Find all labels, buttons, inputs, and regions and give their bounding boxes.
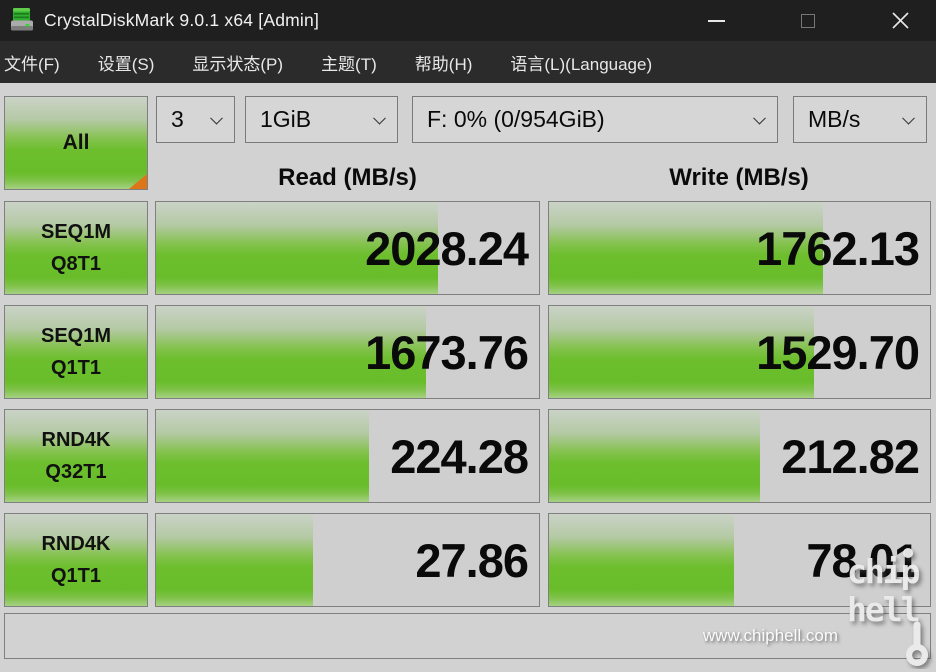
test-size-value: 1GiB [260, 106, 312, 132]
chevron-down-icon [210, 111, 223, 125]
write-result-cell: 212.82 [548, 409, 931, 503]
close-icon [891, 12, 909, 29]
chevron-down-icon [902, 111, 915, 125]
test-label-line2: Q32T1 [45, 461, 107, 483]
chevron-down-icon [753, 111, 766, 125]
chiphell-url-watermark: www.chiphell.com [702, 626, 838, 645]
read-value: 27.86 [415, 533, 529, 587]
write-result-cell: 1529.70 [548, 305, 931, 399]
test-label-line2: Q8T1 [50, 253, 102, 275]
window-title: CrystalDiskMark 9.0.1 x64 [Admin] [44, 10, 320, 30]
result-bar [549, 306, 814, 398]
target-drive-select[interactable]: F: 0% (0/954GiB) [412, 96, 778, 143]
test-label-line2: Q1T1 [50, 357, 102, 379]
test-button-rnd4k-q1t1[interactable]: RND4K Q1T1 [4, 513, 148, 607]
result-bar [549, 410, 761, 502]
test-count-value: 3 [171, 106, 184, 132]
target-drive-value: F: 0% (0/954GiB) [427, 106, 605, 132]
result-bar [549, 514, 734, 606]
unit-select[interactable]: MB/s [793, 96, 927, 143]
all-tests-button[interactable]: All [4, 96, 148, 190]
minimize-button[interactable] [685, 0, 747, 41]
menu-item-profile[interactable]: 显示状态(P) [192, 54, 284, 74]
test-label-line1: RND4K [41, 533, 111, 555]
read-value: 2028.24 [365, 221, 529, 275]
menu-item-theme[interactable]: 主题(T) [321, 54, 377, 74]
app-icon [9, 7, 36, 34]
result-bar [549, 202, 824, 294]
read-value: 1673.76 [365, 325, 529, 379]
read-result-cell: 2028.24 [155, 201, 540, 295]
menu-item-help[interactable]: 帮助(H) [414, 54, 473, 74]
status-bar: www.chiphell.com [4, 613, 931, 659]
test-count-select[interactable]: 3 [156, 96, 235, 143]
minimize-icon [707, 19, 725, 22]
window-controls [685, 0, 931, 41]
test-button-rnd4k-q32t1[interactable]: RND4K Q32T1 [4, 409, 148, 503]
close-button[interactable] [869, 0, 931, 41]
test-label-line1: SEQ1M [40, 325, 112, 347]
read-value: 224.28 [390, 429, 529, 483]
read-result-cell: 1673.76 [155, 305, 540, 399]
read-column-header: Read (MB/s) [278, 164, 417, 191]
write-value: 78.01 [806, 533, 920, 587]
write-result-cell: 1762.13 [548, 201, 931, 295]
write-value: 1762.13 [756, 221, 920, 275]
result-bar [156, 410, 369, 502]
test-label-line1: RND4K [41, 429, 111, 451]
result-bar [156, 202, 438, 294]
result-bar [156, 306, 426, 398]
test-button-seq1m-q8t1[interactable]: SEQ1M Q8T1 [4, 201, 148, 295]
menu-item-file[interactable]: 文件(F) [4, 54, 60, 74]
read-result-cell: 27.86 [155, 513, 540, 607]
menu-item-language[interactable]: 语言(L)(Language) [510, 54, 653, 74]
unit-value: MB/s [808, 106, 861, 132]
chevron-down-icon [373, 111, 386, 125]
title-bar: CrystalDiskMark 9.0.1 x64 [Admin] [0, 0, 936, 41]
test-label-line2: Q1T1 [50, 565, 102, 587]
test-label-line1: SEQ1M [40, 221, 112, 243]
write-value: 212.82 [781, 429, 920, 483]
read-result-cell: 224.28 [155, 409, 540, 503]
write-value: 1529.70 [756, 325, 920, 379]
result-bar [156, 514, 314, 606]
write-column-header: Write (MB/s) [669, 164, 809, 191]
test-button-seq1m-q1t1[interactable]: SEQ1M Q1T1 [4, 305, 148, 399]
write-result-cell: 78.01 [548, 513, 931, 607]
menu-bar: 文件(F) 设置(S) 显示状态(P) 主题(T) 帮助(H) 语言(L)(La… [0, 41, 936, 83]
menu-item-settings[interactable]: 设置(S) [97, 54, 155, 74]
maximize-icon [801, 13, 815, 28]
test-size-select[interactable]: 1GiB [245, 96, 398, 143]
maximize-button [777, 0, 839, 41]
